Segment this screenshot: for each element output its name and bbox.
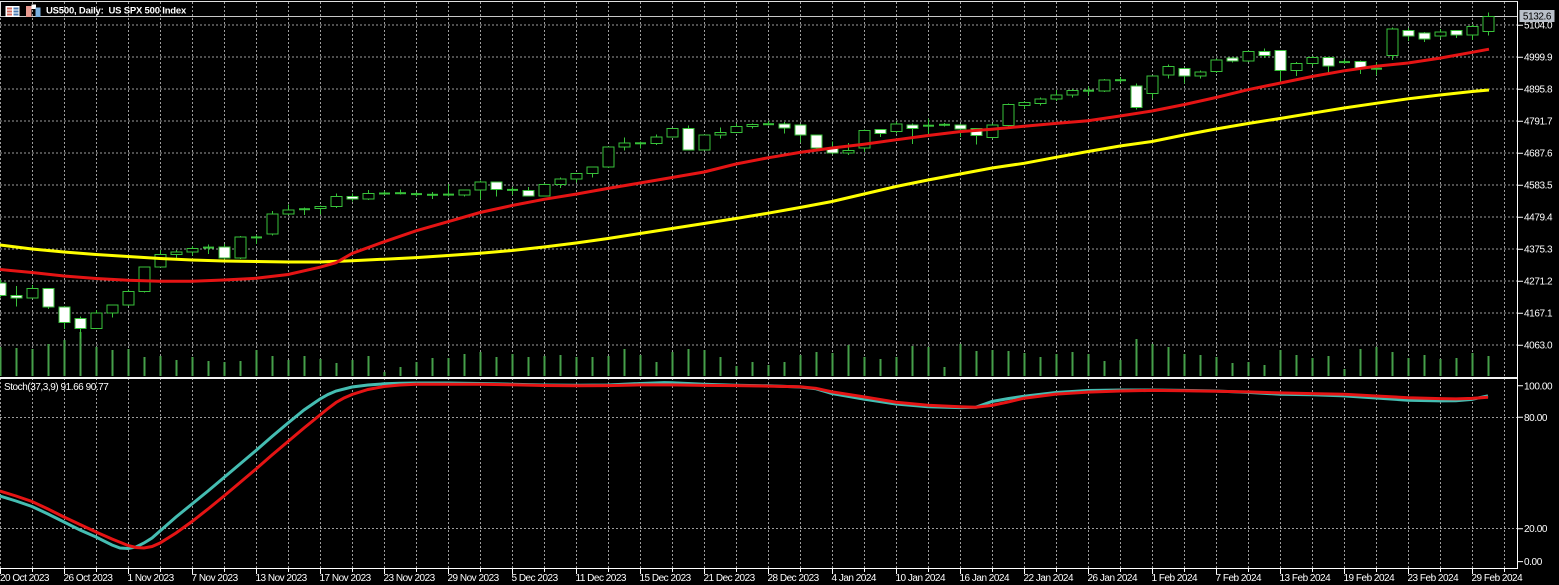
svg-text:4791.7: 4791.7 — [1524, 117, 1553, 128]
svg-text:26 Jan 2024: 26 Jan 2024 — [1088, 573, 1138, 584]
svg-text:4583.5: 4583.5 — [1524, 181, 1553, 192]
svg-text:1 Nov 2023: 1 Nov 2023 — [128, 573, 175, 584]
svg-text:26 Oct 2023: 26 Oct 2023 — [64, 573, 114, 584]
svg-text:5 Dec 2023: 5 Dec 2023 — [512, 573, 559, 584]
svg-text:23 Feb 2024: 23 Feb 2024 — [1408, 573, 1460, 584]
svg-text:7 Feb 2024: 7 Feb 2024 — [1216, 573, 1263, 584]
svg-text:10 Jan 2024: 10 Jan 2024 — [896, 573, 946, 584]
svg-text:0.00: 0.00 — [1524, 557, 1543, 568]
svg-text:13 Nov 2023: 13 Nov 2023 — [256, 573, 308, 584]
svg-text:21 Dec 2023: 21 Dec 2023 — [704, 573, 756, 584]
svg-text:4895.8: 4895.8 — [1524, 85, 1553, 96]
svg-text:15 Dec 2023: 15 Dec 2023 — [640, 573, 692, 584]
svg-text:4167.1: 4167.1 — [1524, 309, 1553, 320]
svg-text:20 Oct 2023: 20 Oct 2023 — [0, 573, 50, 584]
svg-text:80.00: 80.00 — [1524, 413, 1548, 424]
svg-text:4687.6: 4687.6 — [1524, 149, 1553, 160]
svg-text:Stoch(37,3,9) 91.66 90.77: Stoch(37,3,9) 91.66 90.77 — [4, 382, 109, 393]
svg-text:5104.0: 5104.0 — [1524, 21, 1553, 32]
svg-text:4271.2: 4271.2 — [1524, 277, 1553, 288]
svg-text:28 Dec 2023: 28 Dec 2023 — [768, 573, 820, 584]
svg-text:11 Dec 2023: 11 Dec 2023 — [576, 573, 627, 584]
svg-text:20.00: 20.00 — [1524, 524, 1548, 535]
svg-text:17 Nov 2023: 17 Nov 2023 — [320, 573, 372, 584]
svg-text:4375.3: 4375.3 — [1524, 245, 1553, 256]
svg-text:4479.4: 4479.4 — [1524, 213, 1553, 224]
svg-text:29 Nov 2023: 29 Nov 2023 — [448, 573, 500, 584]
svg-text:22 Jan 2024: 22 Jan 2024 — [1024, 573, 1074, 584]
svg-text:16 Jan 2024: 16 Jan 2024 — [960, 573, 1010, 584]
svg-text:4063.0: 4063.0 — [1524, 341, 1553, 352]
svg-text:23 Nov 2023: 23 Nov 2023 — [384, 573, 436, 584]
svg-text:4 Jan 2024: 4 Jan 2024 — [832, 573, 877, 584]
svg-text:29 Feb 2024: 29 Feb 2024 — [1472, 573, 1524, 584]
svg-text:7 Nov 2023: 7 Nov 2023 — [192, 573, 239, 584]
svg-text:US500, Daily: US SPX 500 Inde: US500, Daily: US SPX 500 Index — [46, 6, 187, 17]
svg-text:5132.6: 5132.6 — [1523, 12, 1552, 23]
svg-text:19 Feb 2024: 19 Feb 2024 — [1344, 573, 1396, 584]
svg-text:13 Feb 2024: 13 Feb 2024 — [1280, 573, 1332, 584]
svg-text:4999.9: 4999.9 — [1524, 53, 1553, 64]
svg-text:1 Feb 2024: 1 Feb 2024 — [1152, 573, 1199, 584]
svg-text:100.00: 100.00 — [1524, 381, 1553, 392]
